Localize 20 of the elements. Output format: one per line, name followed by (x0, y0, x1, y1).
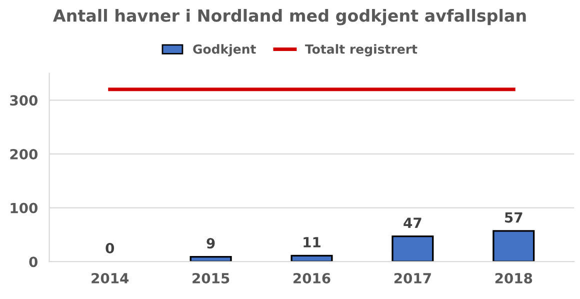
y-tick-label: 100 (10, 202, 38, 214)
x-tick-label: 2016 (294, 272, 330, 284)
y-tick-label: 0 (29, 256, 38, 268)
bar (290, 254, 333, 262)
legend-label: Godkjent (193, 44, 256, 56)
data-label: 11 (304, 237, 320, 248)
data-label: 57 (505, 212, 522, 223)
y-tick-label: 200 (10, 148, 38, 160)
x-tick-label: 2014 (92, 272, 129, 284)
x-tick-label: 2018 (495, 272, 532, 284)
legend-label: Totalt registrert (305, 44, 418, 56)
data-label: 47 (404, 218, 422, 228)
data-label: 0 (106, 242, 114, 254)
chart-title: Antall havner i Nordland med godkjent avfallsplan (53, 8, 526, 26)
x-tick-label: 2015 (192, 272, 230, 284)
bar (392, 235, 434, 262)
x-tick-label: 2017 (394, 272, 431, 284)
bar (492, 230, 535, 262)
data-label: 9 (206, 238, 215, 249)
y-tick-label: 300 (10, 95, 38, 106)
